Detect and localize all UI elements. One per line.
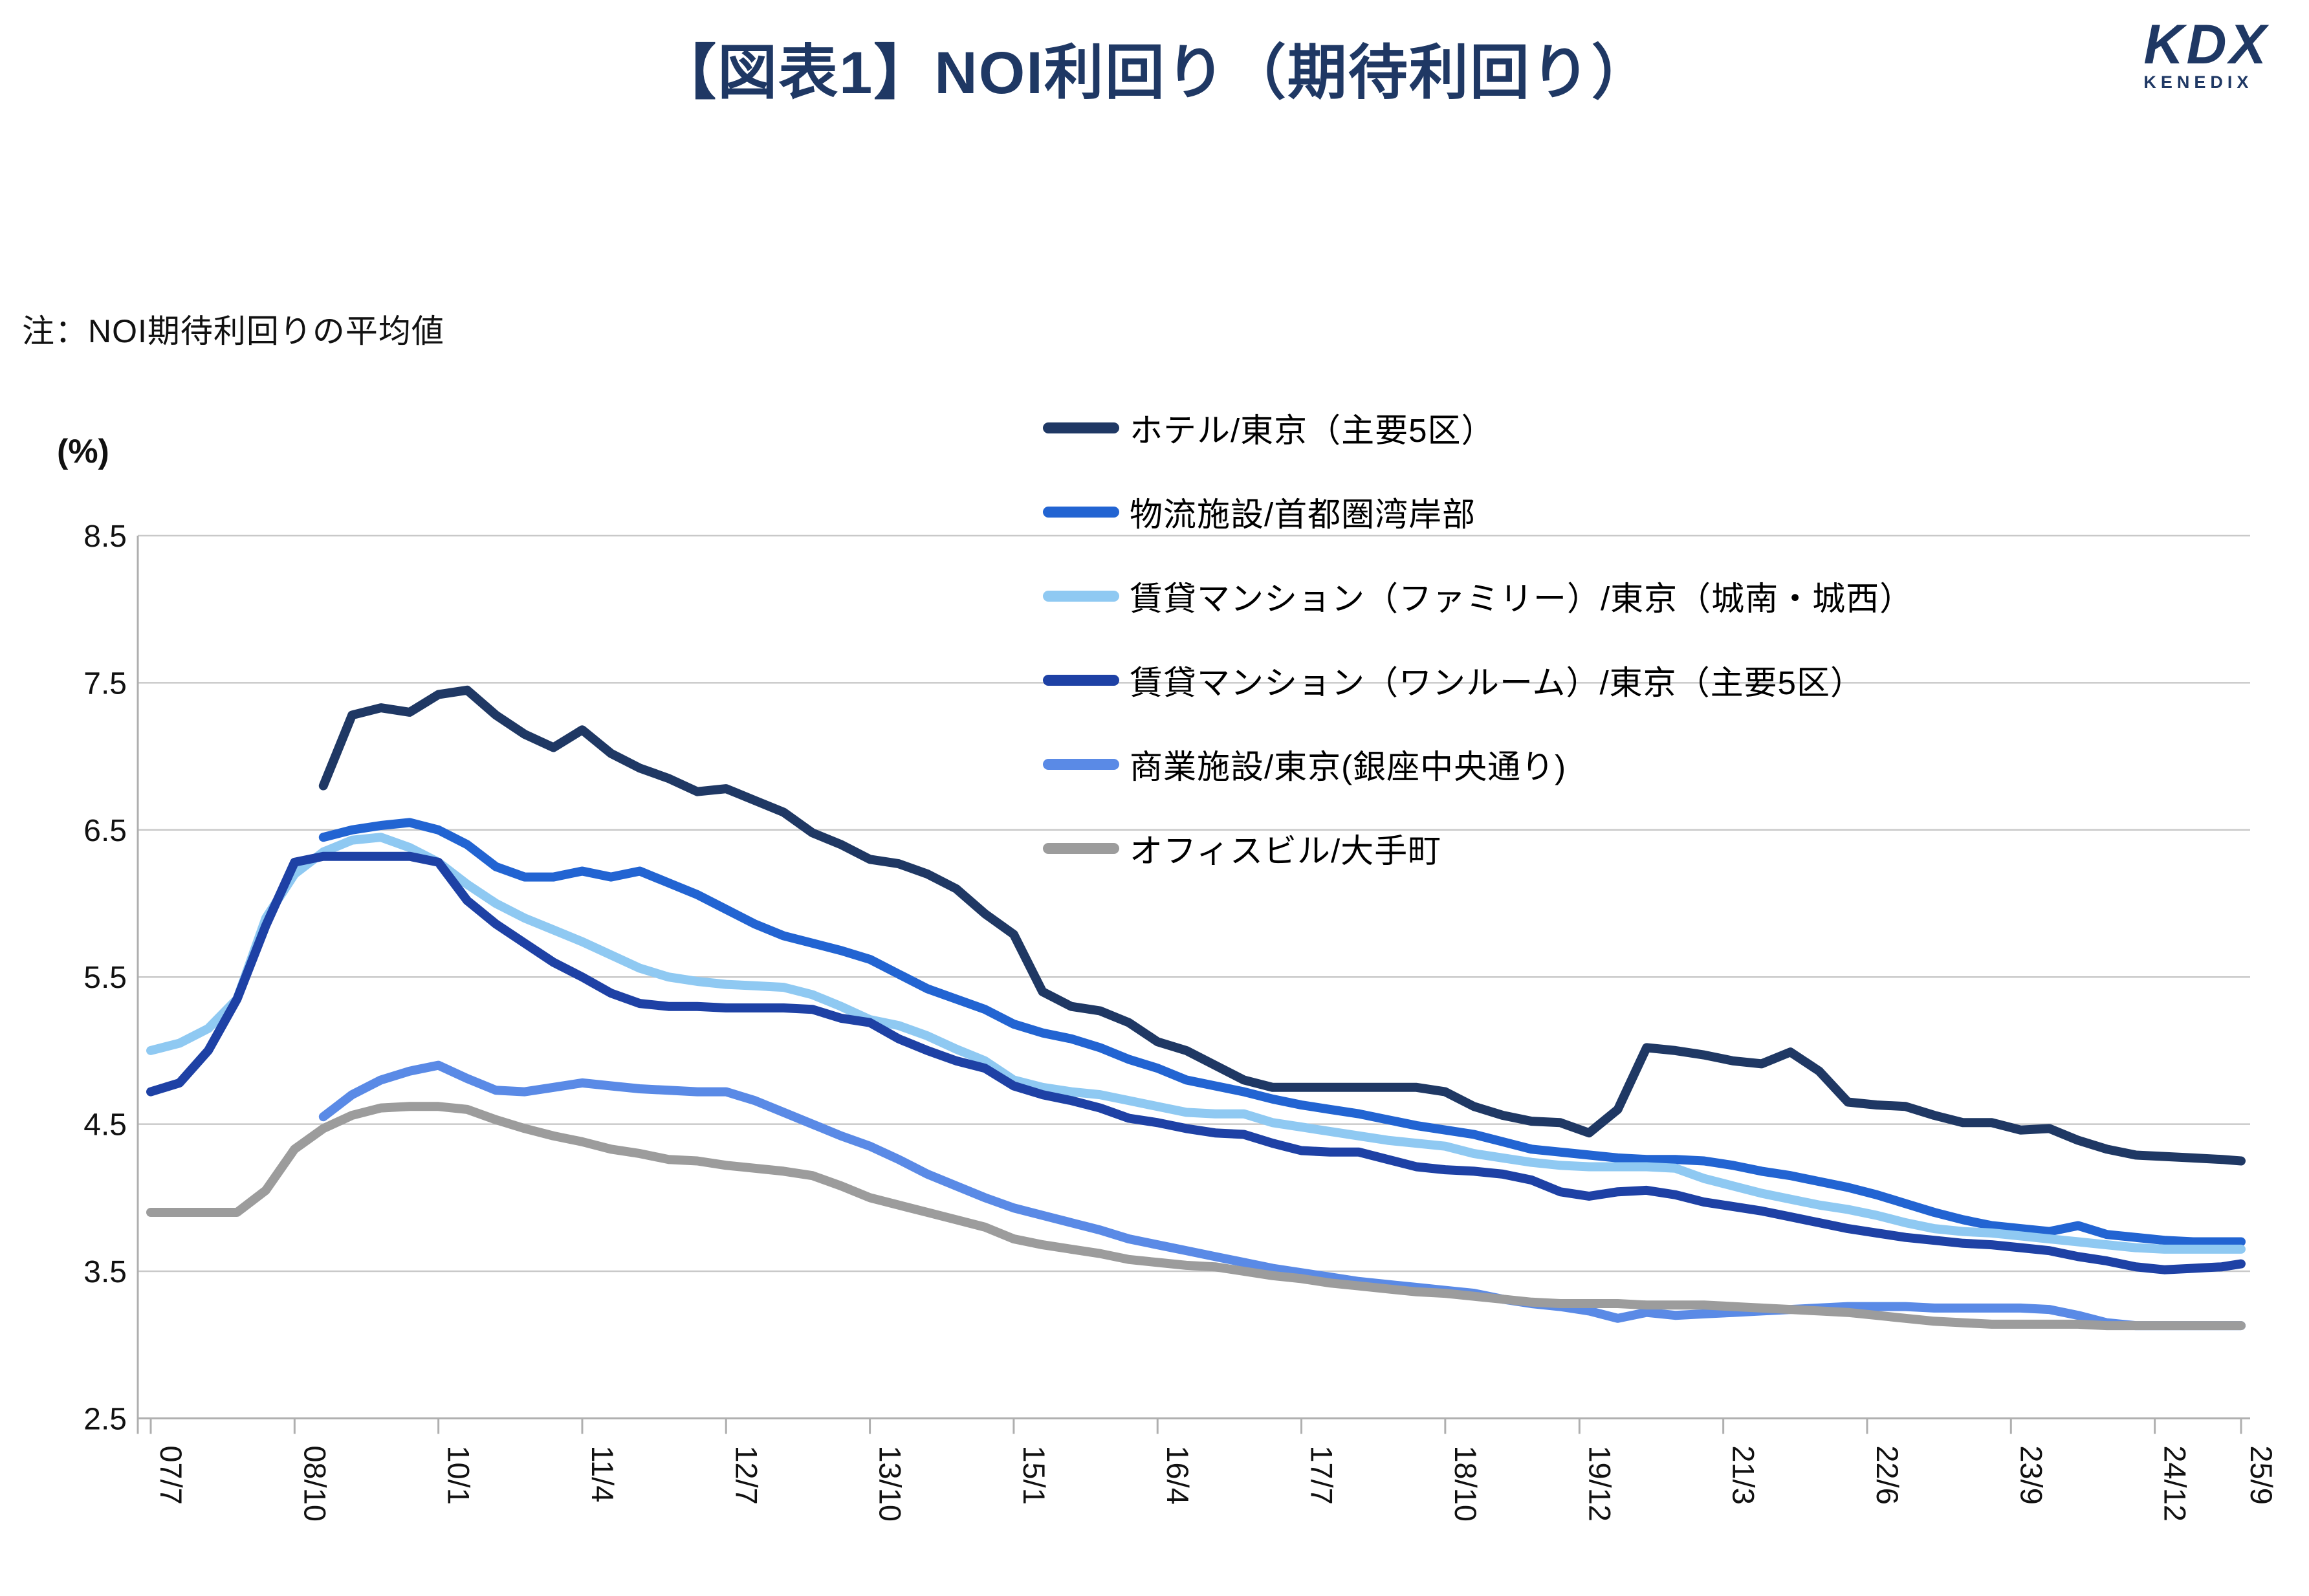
legend-label-oneroom_mansion: 賃貸マンション（ワンルーム）/東京（主要5区） bbox=[1130, 664, 1865, 701]
x-tick-label-19/12: 19/12 bbox=[1582, 1445, 1617, 1522]
kdx-logo-sub: KENEDIX bbox=[2143, 72, 2253, 92]
series-line-family_mansion bbox=[146, 833, 2246, 1254]
legend-label-hotel: ホテル/東京（主要5区） bbox=[1130, 412, 1495, 449]
x-tick-label-18/10: 18/10 bbox=[1449, 1445, 1483, 1522]
legend-label-family_mansion: 賃貸マンション（ファミリー）/東京（城南・城西） bbox=[1130, 580, 1914, 617]
series-line-oneroom_mansion bbox=[146, 851, 2246, 1274]
legend-item-hotel: ホテル/東京（主要5区） bbox=[1043, 386, 1913, 470]
kdx-logo-main: KDX bbox=[2143, 14, 2269, 76]
series-line-logistics bbox=[318, 818, 2246, 1247]
x-tick-label-21/3: 21/3 bbox=[1727, 1445, 1761, 1504]
chart-note: 注：NOI期待利回りの平均値 bbox=[22, 313, 444, 349]
legend-label-commercial: 商業施設/東京(銀座中央通り) bbox=[1130, 749, 1567, 785]
legend-swatch-hotel bbox=[1043, 422, 1119, 433]
legend-swatch-family_mansion bbox=[1043, 590, 1119, 602]
kdx-logo: KDX KENEDIX bbox=[2143, 17, 2269, 91]
y-tick-label-5.5: 5.5 bbox=[83, 961, 127, 995]
legend-swatch-oneroom_mansion bbox=[1043, 674, 1119, 686]
legend-item-logistics: 物流施設/首都圏湾岸部 bbox=[1043, 470, 1913, 554]
x-tick-label-16/4: 16/4 bbox=[1161, 1445, 1195, 1504]
x-tick-label-15/1: 15/1 bbox=[1017, 1445, 1051, 1504]
legend-label-office: オフィスビル/大手町 bbox=[1130, 833, 1442, 869]
x-tick-label-17/7: 17/7 bbox=[1305, 1445, 1339, 1504]
legend-item-family_mansion: 賃貸マンション（ファミリー）/東京（城南・城西） bbox=[1043, 554, 1913, 638]
series-line-hotel bbox=[318, 685, 2246, 1166]
y-tick-label-7.5: 7.5 bbox=[83, 666, 127, 701]
legend-label-logistics: 物流施設/首都圏湾岸部 bbox=[1130, 496, 1476, 533]
x-tick-label-23/9: 23/9 bbox=[2014, 1445, 2048, 1504]
legend-item-office: オフィスビル/大手町 bbox=[1043, 806, 1913, 890]
series-line-office bbox=[146, 1102, 2246, 1331]
x-tick-label-08/10: 08/10 bbox=[298, 1445, 332, 1522]
y-tick-label-8.5: 8.5 bbox=[83, 519, 127, 554]
series-line-commercial bbox=[318, 1060, 2246, 1331]
page-title: 【図表1】NOI利回り（期待利回り） bbox=[657, 40, 1652, 106]
x-tick-label-25/9: 25/9 bbox=[2244, 1445, 2279, 1504]
legend-item-oneroom_mansion: 賃貸マンション（ワンルーム）/東京（主要5区） bbox=[1043, 638, 1913, 722]
x-tick-label-24/12: 24/12 bbox=[2158, 1445, 2193, 1522]
y-tick-label-2.5: 2.5 bbox=[83, 1402, 127, 1436]
x-tick-label-12/7: 12/7 bbox=[729, 1445, 763, 1504]
y-tick-label-6.5: 6.5 bbox=[83, 814, 127, 848]
y-tick-label-4.5: 4.5 bbox=[83, 1108, 127, 1142]
chart-legend: ホテル/東京（主要5区） 物流施設/首都圏湾岸部賃貸マンション（ファミリー）/東京… bbox=[1043, 386, 1913, 890]
legend-item-commercial: 商業施設/東京(銀座中央通り) bbox=[1043, 722, 1913, 806]
x-tick-label-13/10: 13/10 bbox=[873, 1445, 908, 1522]
legend-swatch-commercial bbox=[1043, 758, 1119, 770]
y-axis-unit-label: (%) bbox=[57, 433, 109, 470]
legend-swatch-logistics bbox=[1043, 506, 1119, 518]
y-tick-label-3.5: 3.5 bbox=[83, 1255, 127, 1289]
legend-swatch-office bbox=[1043, 842, 1119, 854]
x-tick-label-07/7: 07/7 bbox=[154, 1445, 188, 1504]
x-tick-label-11/4: 11/4 bbox=[585, 1445, 620, 1502]
x-tick-label-22/6: 22/6 bbox=[1870, 1445, 1905, 1504]
x-tick-label-10/1: 10/1 bbox=[442, 1445, 476, 1504]
